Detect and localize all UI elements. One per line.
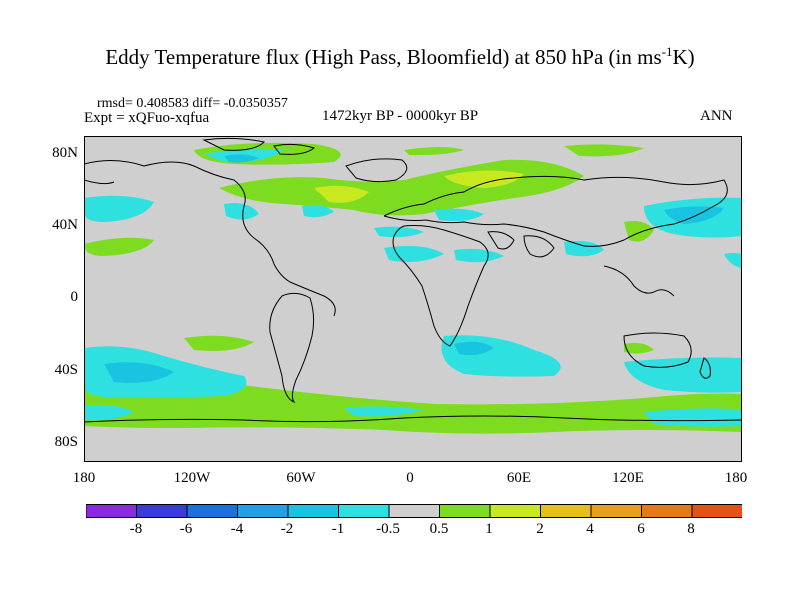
colorbar-label: -1 (331, 521, 345, 537)
experiment-label: Expt = xQFuo-xqfua (84, 110, 210, 126)
colorbar-label: 1 (485, 521, 493, 537)
colorbar-swatch (691, 504, 742, 518)
lon-tick-120e: 120E (612, 470, 644, 486)
colorbar-swatch (540, 504, 592, 518)
world-map (84, 136, 742, 462)
colorbar-swatch (388, 504, 440, 518)
lon-tick-120w: 120W (173, 470, 211, 486)
colorbar-swatch (338, 504, 390, 518)
colorbar-label: 2 (536, 521, 544, 537)
coastlines (84, 137, 742, 423)
colorbar-label: -2 (280, 521, 294, 537)
colorbar-swatch (489, 504, 541, 518)
colorbar-label: 0.5 (429, 521, 449, 537)
colorbar-label: -8 (129, 521, 143, 537)
colorbar-label: 8 (687, 521, 695, 537)
colorbar-label: 4 (586, 521, 594, 537)
lat-tick-40n: 40N (52, 217, 78, 233)
colorbar-swatch (287, 504, 339, 518)
lat-tick-eq: 0 (70, 289, 79, 305)
stats-text: rmsd= 0.408583 diff= -0.0350357 (97, 96, 288, 111)
colorbar-swatch (237, 504, 289, 518)
colorbar-label: 6 (637, 521, 645, 537)
lon-tick-180w: 180 (72, 470, 96, 486)
map-title: Eddy Temperature flux (High Pass, Bloomf… (105, 44, 695, 69)
colorbar (86, 504, 742, 518)
period-label: 1472kyr BP - 0000kyr BP (322, 108, 479, 124)
colorbar-swatch (86, 504, 137, 518)
colorbar-label: -6 (179, 521, 193, 537)
colorbar-swatch (641, 504, 693, 518)
lon-tick-180e: 180 (724, 470, 748, 486)
lat-tick-80s: 80S (54, 434, 78, 450)
colorbar-swatch (439, 504, 491, 518)
lat-tick-40s: 40S (54, 362, 78, 378)
lon-tick-0: 0 (406, 470, 414, 486)
colorbar-label: -0.5 (376, 521, 400, 537)
lon-tick-60w: 60W (286, 470, 316, 486)
colorbar-label: -4 (230, 521, 244, 537)
colorbar-swatch (186, 504, 238, 518)
colorbar-swatch (136, 504, 188, 518)
colorbar-swatch (590, 504, 642, 518)
lon-tick-60e: 60E (506, 470, 532, 486)
flux-shading (84, 142, 742, 434)
lat-tick-80n: 80N (52, 145, 78, 161)
season-label: ANN (700, 108, 733, 124)
